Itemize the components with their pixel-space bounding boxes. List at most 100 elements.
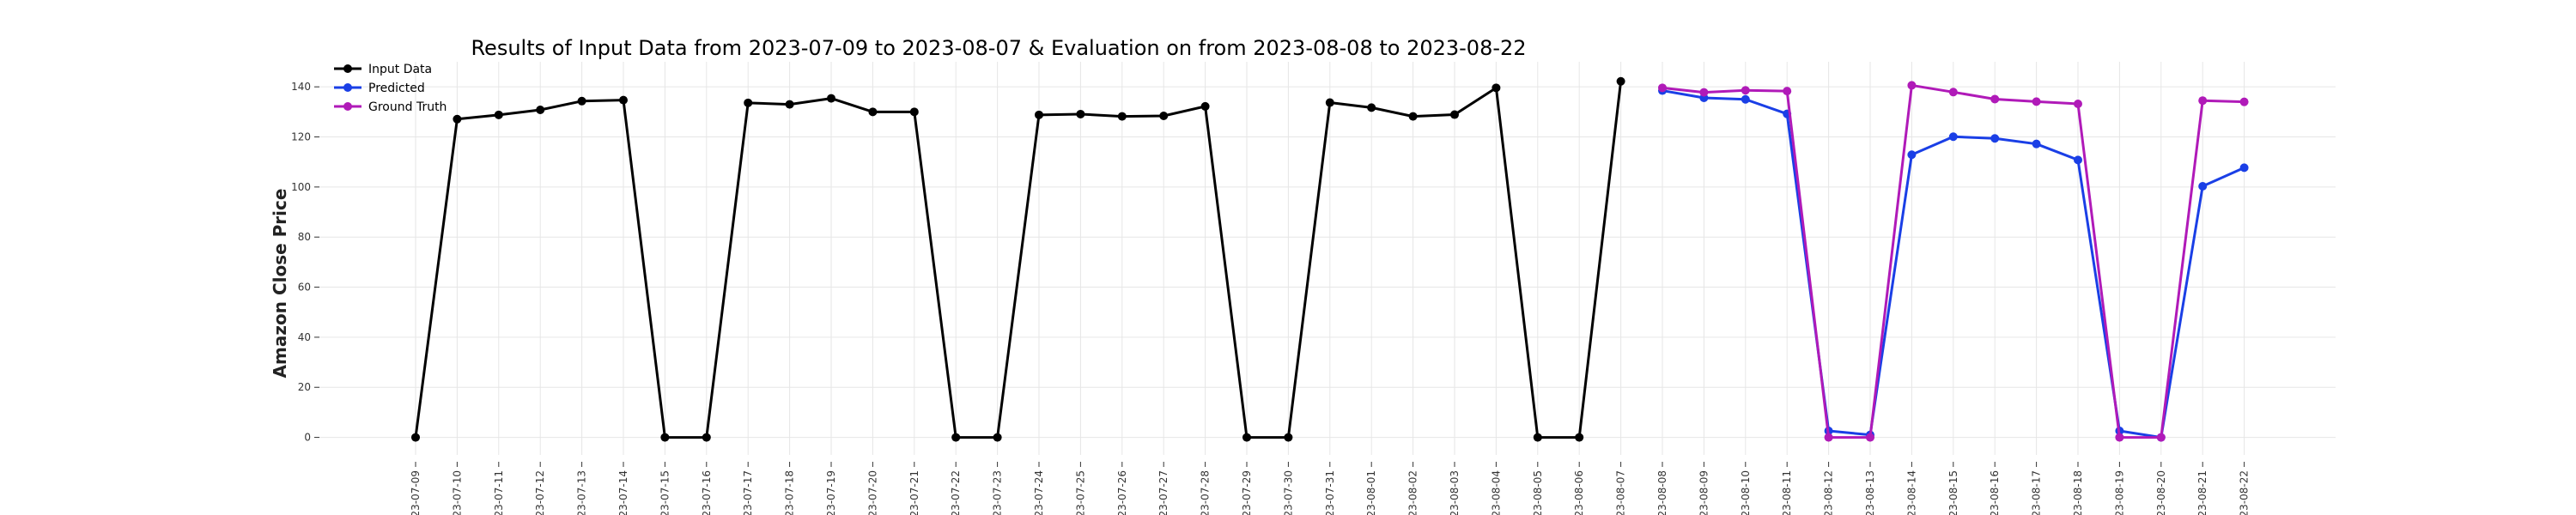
x-tick-label: -23-07-30: [1282, 470, 1294, 515]
grid: [316, 62, 2336, 455]
data-point: [536, 106, 545, 115]
x-tick-label: -23-07-21: [908, 470, 920, 515]
data-point: [1035, 110, 1043, 119]
data-point: [2156, 433, 2166, 442]
x-tick-label: -23-08-11: [1781, 470, 1793, 515]
x-tick-label: -23-07-17: [742, 470, 754, 515]
data-point: [660, 433, 670, 442]
x-tick-label: -23-08-08: [1656, 470, 1668, 515]
legend-swatch-marker: [343, 102, 352, 111]
x-tick-label: -23-07-23: [992, 470, 1004, 515]
data-point: [1990, 94, 2000, 104]
x-tick-label: -23-07-19: [825, 470, 837, 515]
x-tick-label: -23-08-13: [1864, 470, 1876, 515]
x-tick-label: -23-07-29: [1241, 470, 1253, 515]
y-tick-label: 40: [298, 331, 311, 343]
legend: Input Data Predicted Ground Truth: [334, 63, 447, 114]
data-point: [1948, 132, 1958, 142]
x-tick-label: -23-07-16: [701, 470, 713, 515]
series: [411, 76, 2249, 442]
data-point: [951, 433, 961, 442]
x-tick-label: -23-07-18: [784, 470, 796, 515]
data-point: [1990, 134, 2000, 143]
data-point: [827, 94, 835, 103]
data-point: [1575, 433, 1584, 442]
series-line: [414, 81, 1623, 439]
data-point: [744, 98, 753, 107]
x-tick-label: -23-07-12: [534, 470, 546, 515]
data-point: [1200, 101, 1210, 111]
data-point: [2198, 96, 2208, 106]
x-tick-label: -23-07-15: [659, 470, 671, 515]
chart-title: Results of Input Data from 2023-07-09 to…: [471, 36, 1526, 60]
data-point: [702, 433, 711, 442]
x-tick-label: -23-08-06: [1573, 470, 1585, 515]
legend-swatch-marker: [343, 64, 352, 73]
data-point: [1741, 86, 1750, 95]
x-tick-label: -23-07-20: [866, 470, 878, 515]
data-point: [1325, 98, 1334, 107]
y-tick-label: 60: [298, 282, 311, 294]
legend-swatch-marker: [343, 83, 352, 92]
x-tick-label: -23-08-04: [1490, 470, 1502, 515]
data-point: [1492, 83, 1501, 93]
x-tick-label: -23-07-11: [493, 470, 505, 515]
x-tick-label: -23-07-31: [1324, 470, 1336, 515]
data-point: [2032, 139, 2041, 148]
data-point: [2239, 163, 2249, 173]
x-tick-label: -23-08-18: [2072, 470, 2084, 515]
data-point: [1699, 88, 1709, 97]
data-point: [411, 433, 420, 442]
data-point: [1866, 433, 1874, 442]
legend-label: Ground Truth: [368, 100, 447, 114]
data-point: [1533, 433, 1542, 442]
data-point: [1658, 83, 1667, 93]
y-tick-label: 100: [291, 181, 311, 193]
data-point: [2239, 97, 2249, 106]
x-tick-label: -23-08-01: [1365, 470, 1377, 515]
data-point: [1824, 433, 1833, 442]
data-point: [1242, 433, 1251, 442]
x-tick-label: -23-08-09: [1698, 470, 1710, 515]
data-point: [2032, 97, 2041, 106]
x-tick-label: -23-08-21: [2196, 470, 2208, 515]
legend-item: Input Data: [334, 63, 432, 76]
x-tick-label: -23-07-24: [1033, 470, 1045, 515]
data-point: [1907, 81, 1917, 90]
data-point: [619, 95, 628, 105]
x-tick-label: -23-08-10: [1740, 470, 1752, 515]
x-tick-label: -23-07-10: [451, 470, 463, 515]
legend-item: Predicted: [334, 82, 425, 95]
x-tick-label: -23-08-05: [1532, 470, 1544, 515]
series-input-data: [411, 76, 1625, 442]
series-ground-truth: [1658, 81, 2249, 442]
x-tick-label: -23-07-22: [950, 470, 962, 515]
data-point: [1616, 76, 1625, 86]
x-tick-label: -23-08-19: [2113, 470, 2125, 515]
data-point: [1117, 112, 1127, 121]
y-tick-label: 20: [298, 381, 311, 393]
x-tick-label: -23-08-22: [2239, 470, 2251, 515]
x-tick-label: -23-08-17: [2031, 470, 2043, 515]
x-tick-label: -23-08-15: [1947, 470, 1959, 515]
data-point: [993, 433, 1002, 442]
data-point: [453, 114, 462, 124]
legend-item: Ground Truth: [334, 100, 447, 114]
legend-label: Predicted: [368, 82, 425, 95]
x-tick-label: -23-08-12: [1823, 470, 1835, 515]
data-point: [1367, 103, 1376, 112]
x-tick-label: -23-07-26: [1116, 470, 1128, 515]
y-axis-label: Amazon Close Price: [270, 189, 290, 379]
x-tick-label: -23-08-02: [1407, 470, 1419, 515]
data-point: [1783, 87, 1792, 96]
x-tick-label: -23-08-20: [2155, 470, 2167, 515]
x-axis-ticks: -23-07-09 -23-07-10 -23-07-11 -23-07-12 -23-…: [410, 462, 2251, 515]
x-tick-label: -23-08-16: [1989, 470, 2001, 515]
data-point: [1741, 94, 1750, 104]
x-tick-label: -23-08-14: [1905, 470, 1917, 515]
y-tick-label: 140: [291, 81, 311, 93]
data-point: [785, 100, 794, 109]
x-tick-label: -23-07-28: [1200, 470, 1212, 515]
x-tick-label: -23-07-14: [617, 470, 629, 515]
